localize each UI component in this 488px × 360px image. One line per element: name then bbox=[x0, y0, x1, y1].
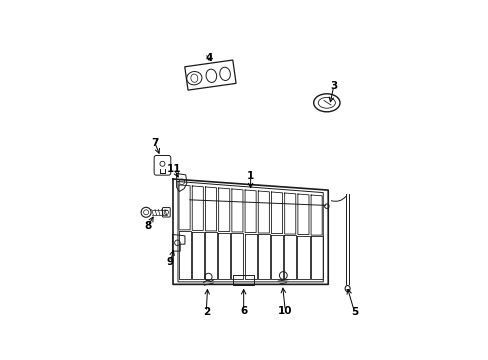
Text: 2: 2 bbox=[202, 307, 209, 317]
Text: 3: 3 bbox=[329, 81, 337, 91]
Text: 10: 10 bbox=[278, 306, 292, 316]
Bar bbox=[232, 275, 253, 285]
Text: 1: 1 bbox=[246, 171, 254, 181]
Text: 8: 8 bbox=[144, 221, 151, 231]
Text: 6: 6 bbox=[240, 306, 247, 316]
Text: 5: 5 bbox=[350, 307, 357, 317]
Text: 11: 11 bbox=[167, 164, 181, 174]
Text: 9: 9 bbox=[166, 257, 173, 267]
Text: 4: 4 bbox=[205, 53, 212, 63]
Bar bbox=[184, 60, 236, 90]
Text: 7: 7 bbox=[151, 138, 158, 148]
